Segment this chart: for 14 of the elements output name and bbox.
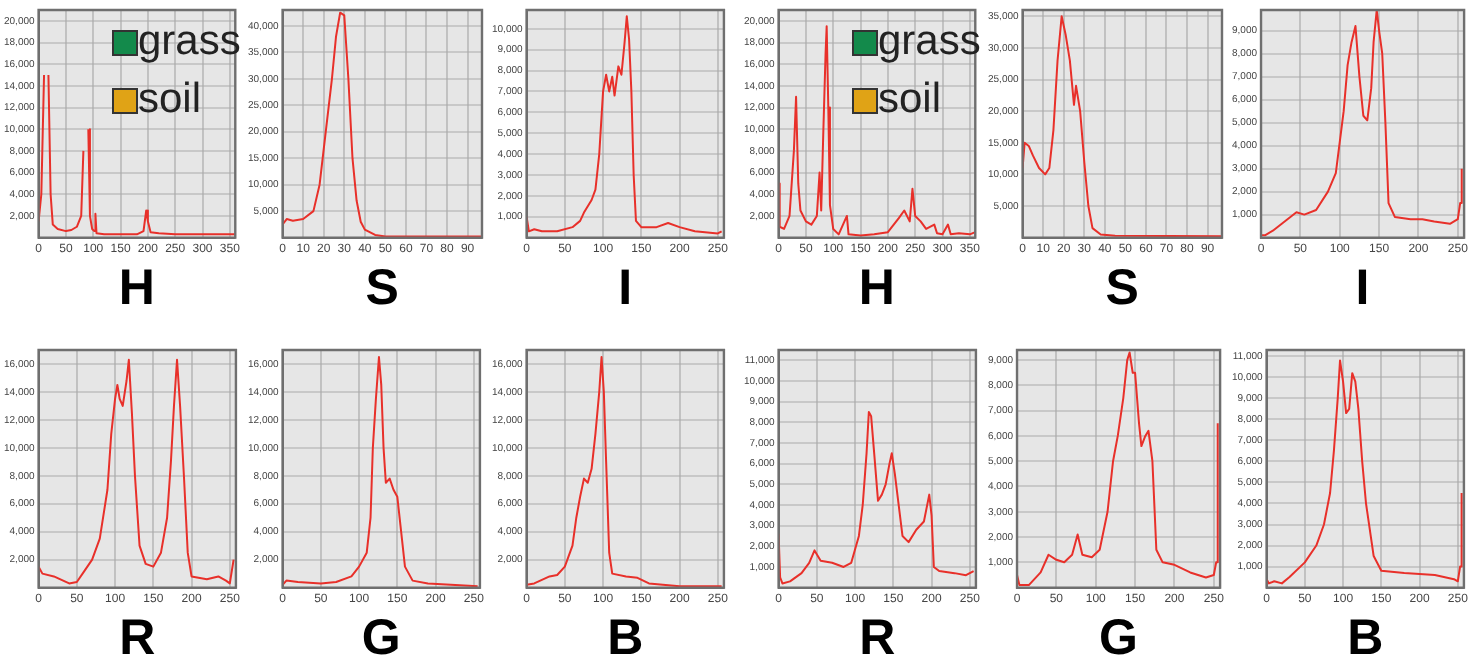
x-axis-title: B <box>607 609 644 666</box>
x-axis-title: H <box>118 259 155 316</box>
x-axis-title: G <box>1099 609 1139 666</box>
x-axis-title: S <box>365 259 399 316</box>
x-axis-title: R <box>859 609 896 666</box>
x-axis-title: I <box>1355 259 1370 316</box>
x-axis-title: S <box>1105 259 1139 316</box>
x-axis-title: R <box>119 609 156 666</box>
x-axis-title: H <box>858 259 895 316</box>
x-axis-title: B <box>1347 609 1384 666</box>
x-axis-title: G <box>361 609 401 666</box>
annotation: soil <box>138 76 202 122</box>
x-axis-title: I <box>618 259 633 316</box>
annotation: soil <box>878 76 942 122</box>
